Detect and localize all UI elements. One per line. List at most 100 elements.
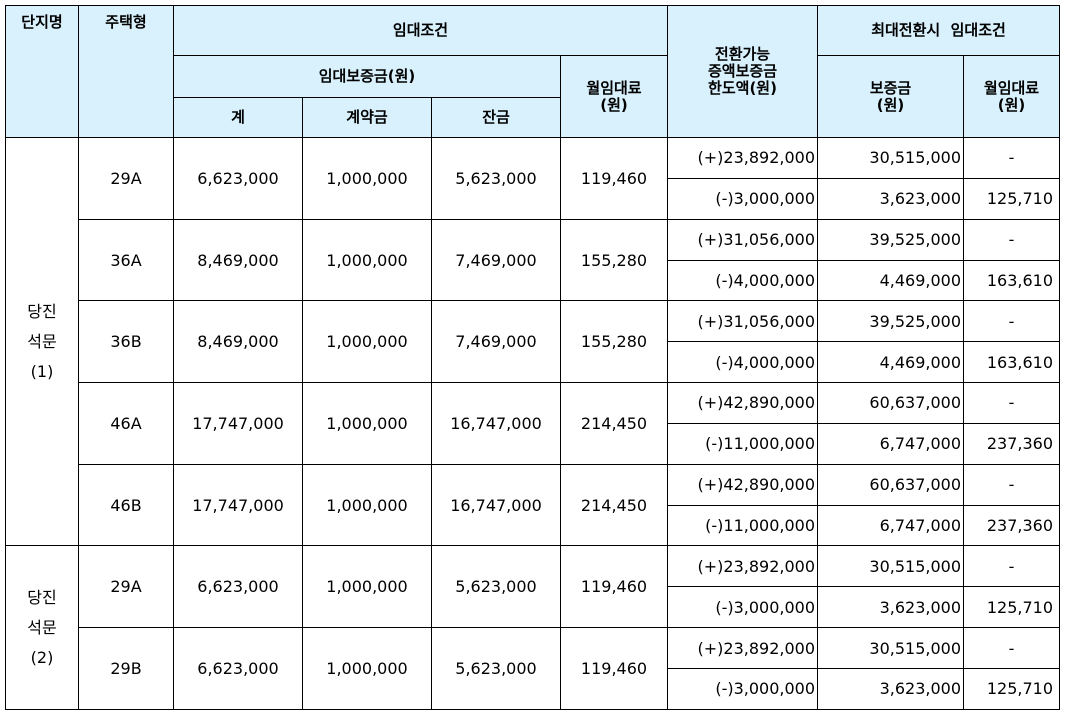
house-type: 29B — [78, 627, 174, 710]
max-deposit-minus: 3,623,000 — [817, 586, 965, 629]
convertible-limit-plus: (+)23,892,000 — [667, 545, 819, 588]
house-type: 46A — [78, 382, 174, 465]
monthly-rent: 119,460 — [559, 137, 669, 220]
max-deposit-minus: 4,469,000 — [817, 259, 965, 302]
table-row: 36A 8,469,000 1,000,000 7,469,000 155,280 (+)… — [6, 218, 1061, 302]
header-contract: 계약금 — [302, 97, 432, 138]
header-convertible-limit: 전환가능 증액보증금 한도액(원) — [667, 5, 819, 138]
max-rent-plus: - — [963, 545, 1061, 588]
deposit-total: 17,747,000 — [173, 382, 303, 465]
deposit-contract: 1,000,000 — [302, 627, 432, 710]
header-monthly-rent-text: 월임대료 (원) — [586, 78, 642, 114]
complex-name-cell: 당진 석문 (2) — [5, 545, 79, 710]
deposit-contract: 1,000,000 — [302, 382, 432, 465]
convertible-limit-minus: (-)3,000,000 — [667, 667, 819, 711]
deposit-balance: 7,469,000 — [431, 218, 561, 302]
max-rent-minus: 125,710 — [963, 667, 1061, 711]
deposit-balance: 5,623,000 — [431, 545, 561, 629]
max-rent-minus: 125,710 — [963, 586, 1061, 629]
max-deposit-minus: 4,469,000 — [817, 341, 965, 384]
deposit-contract: 1,000,000 — [302, 137, 432, 220]
table-row: 46B 17,747,000 1,000,000 16,747,000 214,450(… — [6, 463, 1061, 547]
deposit-balance: 5,623,000 — [431, 627, 561, 710]
deposit-contract: 1,000,000 — [302, 545, 432, 629]
max-deposit-minus: 3,623,000 — [817, 667, 965, 711]
deposit-balance: 5,623,000 — [431, 137, 561, 220]
deposit-total: 6,623,000 — [173, 545, 303, 629]
house-type: 29A — [78, 137, 174, 220]
table-row: (-)11,000,000 6,747,000 237,360 — [6, 504, 1061, 547]
max-rent-plus: - — [963, 382, 1061, 424]
deposit-contract: 1,000,000 — [302, 300, 432, 384]
table-row: (-)11,000,000 6,747,000 237,360 — [6, 422, 1061, 465]
convertible-limit-minus: (-)11,000,000 — [667, 422, 819, 465]
deposit-total: 17,747,000 — [173, 463, 303, 547]
complex-name: 당진 석문 (1) — [27, 301, 57, 381]
table-header: 단지명 주택형 임대조건 전환가능 증액보증금 한도액(원) 최대전환시 임대조… — [5, 5, 1061, 138]
max-deposit-plus: 30,515,000 — [817, 137, 965, 179]
table-row: 36B 8,469,000 1,000,000 7,469,000 155,280 (+)… — [6, 300, 1061, 384]
max-rent-plus: - — [963, 137, 1061, 179]
header-max-deposit: 보증금 (원) — [817, 55, 965, 138]
header-max-rent: 월임대료 (원) — [963, 55, 1061, 138]
convertible-limit-plus: (+)42,890,000 — [667, 382, 819, 424]
table-row: (-)4,000,000 4,469,000 163,610 — [6, 259, 1061, 302]
rent-conditions-table: 단지명 주택형 임대조건 전환가능 증액보증금 한도액(원) 최대전환시 임대조… — [5, 5, 1061, 711]
header-rent-conditions: 임대조건 — [172, 5, 669, 56]
house-type: 29A — [78, 545, 174, 629]
header-convertible-limit-text: 전환가능 증액보증금 한도액(원) — [708, 45, 778, 97]
max-deposit-plus: 60,637,000 — [817, 463, 965, 506]
deposit-balance: 7,469,000 — [431, 300, 561, 384]
house-type: 36B — [78, 300, 174, 384]
max-deposit-minus: 6,747,000 — [817, 422, 965, 465]
max-deposit-minus: 6,747,000 — [817, 504, 965, 547]
house-type: 36A — [78, 218, 174, 302]
max-rent-minus: 163,610 — [963, 259, 1061, 302]
max-rent-plus: - — [963, 463, 1061, 506]
table-row: (-)3,000,000 3,623,000 125,710 — [6, 177, 1061, 220]
header-total: 계 — [173, 97, 303, 138]
monthly-rent: 119,460 — [559, 627, 669, 710]
table-row: (-)3,000,000 3,623,000 125,710 — [6, 667, 1061, 711]
header-deposit: 임대보증금(원) — [173, 55, 561, 98]
header-monthly-rent: 월임대료 (원) — [559, 55, 669, 138]
header-house-type: 주택형 — [78, 5, 174, 138]
deposit-balance: 16,747,000 — [431, 382, 561, 465]
header-complex: 단지명 — [5, 5, 79, 138]
deposit-contract: 1,000,000 — [302, 463, 432, 547]
max-rent-plus: - — [963, 627, 1061, 669]
header-max-conversion: 최대전환시 임대조건 — [817, 5, 1061, 56]
max-deposit-plus: 30,515,000 — [817, 627, 965, 669]
convertible-limit-minus: (-)3,000,000 — [667, 586, 819, 629]
monthly-rent: 155,280 — [559, 218, 669, 302]
convertible-limit-minus: (-)4,000,000 — [667, 259, 819, 302]
monthly-rent: 119,460 — [559, 545, 669, 629]
convertible-limit-minus: (-)3,000,000 — [667, 177, 819, 220]
convertible-limit-plus: (+)31,056,000 — [667, 218, 819, 261]
max-rent-plus: - — [963, 300, 1061, 343]
table-row: 당진 석문 (2) 29A 6,623,000 1,000,000 5,623,000 1… — [5, 545, 1061, 710]
header-max-rent-text: 월임대료 (원) — [983, 78, 1040, 114]
max-rent-plus: - — [963, 218, 1061, 261]
deposit-total: 8,469,000 — [173, 300, 303, 384]
convertible-limit-plus: (+)42,890,000 — [667, 463, 819, 506]
max-rent-minus: 125,710 — [963, 177, 1061, 220]
convertible-limit-plus: (+)23,892,000 — [667, 137, 819, 179]
max-rent-minus: 237,360 — [963, 504, 1061, 547]
complex-name: 당진 석문 (2) — [27, 587, 57, 667]
table-body: 당진 석문 (1) 29A 6,623,000 1,000,000 5,623,000 1… — [5, 136, 1061, 711]
monthly-rent: 155,280 — [559, 300, 669, 384]
max-deposit-plus: 39,525,000 — [817, 218, 965, 261]
house-type: 46B — [78, 463, 174, 547]
deposit-total: 8,469,000 — [173, 218, 303, 302]
monthly-rent: 214,450 — [559, 382, 669, 465]
convertible-limit-plus: (+)23,892,000 — [667, 627, 819, 669]
max-deposit-plus: 60,637,000 — [817, 382, 965, 424]
max-rent-minus: 237,360 — [963, 422, 1061, 465]
convertible-limit-minus: (-)4,000,000 — [667, 341, 819, 384]
header-balance: 잔금 — [431, 97, 561, 138]
deposit-contract: 1,000,000 — [302, 218, 432, 302]
deposit-total: 6,623,000 — [173, 137, 303, 220]
table-row: 당진 석문 (1) 29A 6,623,000 1,000,000 5,623,000 1… — [5, 136, 1061, 547]
monthly-rent: 214,450 — [559, 463, 669, 547]
